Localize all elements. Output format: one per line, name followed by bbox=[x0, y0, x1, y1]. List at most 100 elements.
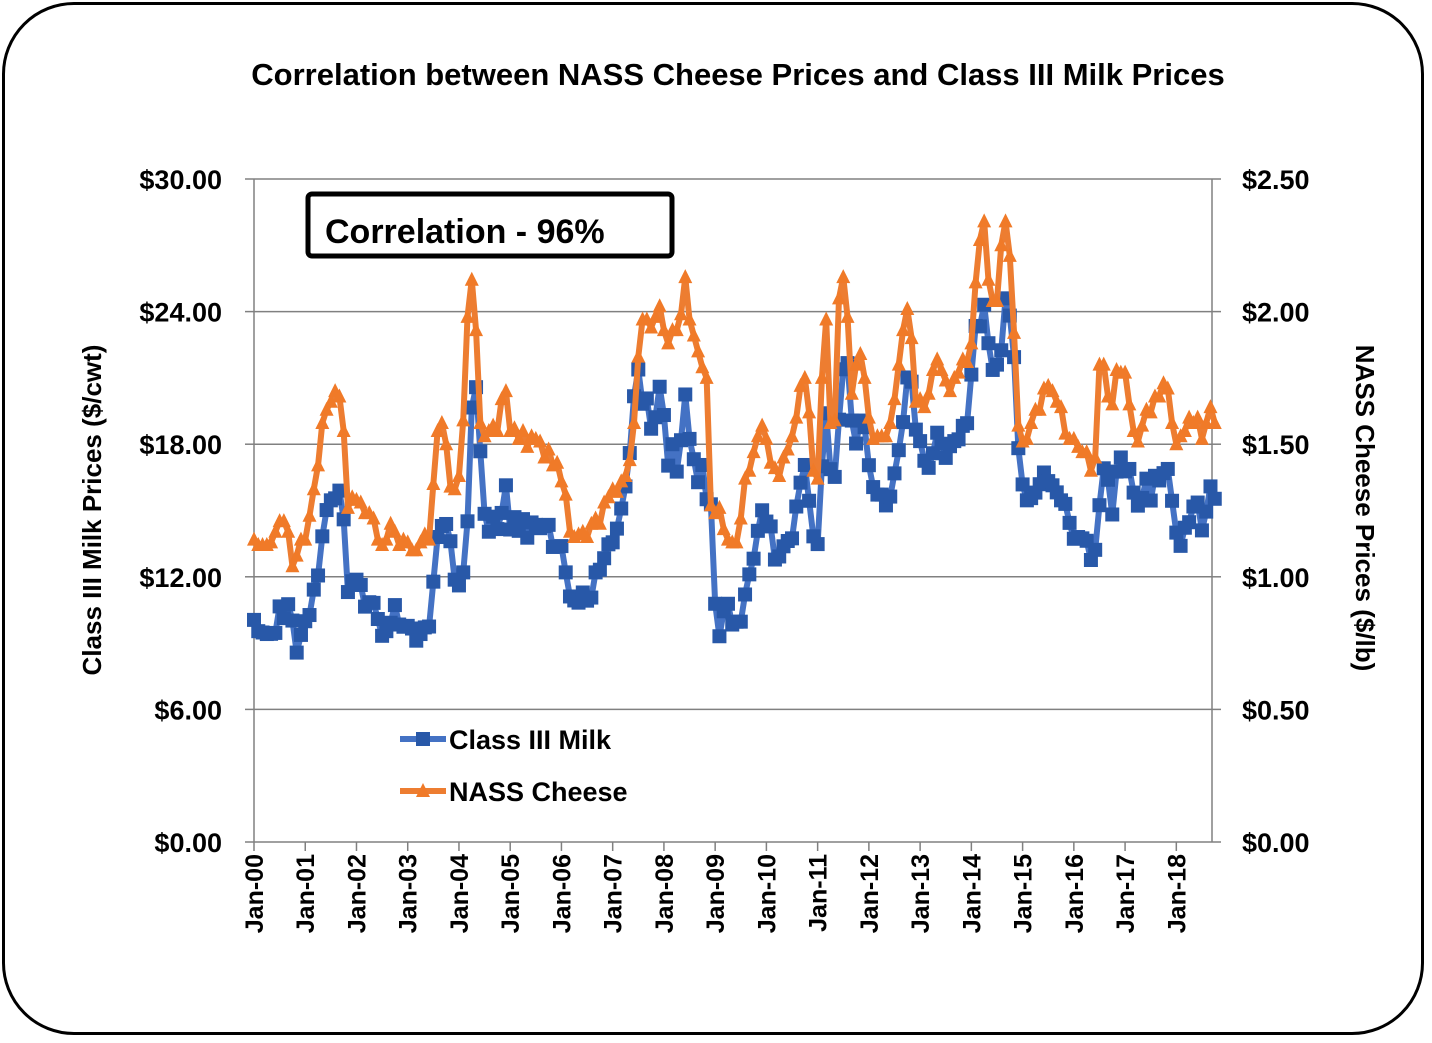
data-point-triangle bbox=[387, 523, 402, 538]
x-tick-label: Jan-16 bbox=[1061, 854, 1089, 933]
data-point-triangle bbox=[618, 468, 633, 483]
y-axis-right-title: NASS Cheese Prices ($/lb) bbox=[1350, 345, 1380, 672]
data-point-square bbox=[891, 443, 906, 458]
data-point-triangle bbox=[738, 470, 753, 485]
legend-square-marker bbox=[416, 732, 430, 746]
data-point-square bbox=[691, 475, 706, 490]
x-tick-label: Jan-00 bbox=[241, 854, 269, 933]
data-point-triangle bbox=[1152, 388, 1167, 403]
data-point-square bbox=[733, 614, 748, 629]
data-point-triangle bbox=[558, 486, 573, 501]
x-tick-label: Jan-17 bbox=[1112, 854, 1140, 933]
data-point-square bbox=[285, 613, 300, 628]
data-point-triangle bbox=[964, 335, 979, 350]
data-point-square bbox=[720, 596, 735, 611]
data-point-square bbox=[315, 529, 330, 544]
data-point-square bbox=[494, 505, 509, 520]
data-point-triangle bbox=[968, 274, 983, 289]
correlation-annotation: Correlation - 96% bbox=[305, 191, 675, 259]
data-point-triangle bbox=[789, 409, 804, 424]
data-point-square bbox=[989, 357, 1004, 372]
y-left-tick-label: $12.00 bbox=[139, 563, 222, 593]
data-point-square bbox=[678, 387, 693, 402]
data-point-triangle bbox=[712, 499, 727, 514]
data-point-square bbox=[802, 493, 817, 508]
data-point-triangle bbox=[1054, 399, 1069, 414]
data-point-triangle bbox=[776, 449, 791, 464]
data-point-triangle bbox=[315, 414, 330, 429]
data-point-triangle bbox=[541, 441, 556, 456]
data-point-triangle bbox=[460, 308, 475, 323]
data-point-square bbox=[763, 519, 778, 534]
axes: $0.00 $0.00 $6.00 $0.50 $12.00 $1.00 $18.00 $1.… bbox=[139, 165, 1309, 933]
data-point-triangle bbox=[276, 513, 291, 528]
y-right-tick-label: $1.00 bbox=[1242, 563, 1310, 593]
data-point-square bbox=[584, 590, 599, 605]
data-point-triangle bbox=[1079, 444, 1094, 459]
series-class-iii-milk bbox=[247, 291, 1222, 660]
data-point-square bbox=[520, 530, 535, 545]
data-point-triangle bbox=[998, 213, 1013, 228]
data-point-triangle bbox=[298, 531, 313, 546]
data-point-square bbox=[558, 565, 573, 580]
data-point-square bbox=[443, 534, 458, 549]
data-point-square bbox=[789, 499, 804, 514]
data-point-triangle bbox=[989, 292, 1004, 307]
y-left-tick-label: $18.00 bbox=[139, 430, 222, 460]
data-point-square bbox=[473, 444, 488, 459]
data-point-square bbox=[793, 475, 808, 490]
y-axis-left-title: Class III Milk Prices ($/cwt) bbox=[77, 345, 107, 676]
data-point-square bbox=[289, 645, 304, 660]
data-point-triangle bbox=[336, 422, 351, 437]
data-point-triangle bbox=[840, 308, 855, 323]
data-point-square bbox=[652, 379, 667, 394]
data-point-square bbox=[883, 489, 898, 504]
data-point-triangle bbox=[1088, 449, 1103, 464]
y-right-tick-label: $2.50 bbox=[1242, 165, 1310, 195]
data-point-triangle bbox=[264, 534, 279, 549]
data-point-triangle bbox=[1122, 396, 1137, 411]
data-point-square bbox=[1207, 491, 1222, 506]
data-point-square bbox=[592, 562, 607, 577]
data-point-square bbox=[281, 597, 296, 612]
data-point-triangle bbox=[904, 330, 919, 345]
data-point-triangle bbox=[742, 462, 757, 477]
data-point-triangle bbox=[648, 308, 663, 323]
data-point-square bbox=[293, 627, 308, 642]
data-point-square bbox=[977, 297, 992, 312]
data-point-triangle bbox=[661, 335, 676, 350]
data-point-triangle bbox=[921, 385, 936, 400]
x-tick-label: Jan-06 bbox=[548, 854, 576, 933]
data-point-triangle bbox=[1207, 414, 1222, 429]
data-point-square bbox=[1165, 493, 1180, 508]
data-point-square bbox=[849, 436, 864, 451]
data-point-square bbox=[669, 464, 684, 479]
data-point-square bbox=[695, 457, 710, 472]
data-point-square bbox=[490, 522, 505, 537]
data-point-square bbox=[712, 629, 727, 644]
data-point-triangle bbox=[1118, 364, 1133, 379]
y-right-tick-label: $0.50 bbox=[1242, 695, 1310, 725]
data-point-square bbox=[387, 598, 402, 613]
data-point-triangle bbox=[533, 433, 548, 448]
data-point-triangle bbox=[772, 468, 787, 483]
data-point-square bbox=[960, 416, 975, 431]
data-point-square bbox=[930, 425, 945, 440]
data-point-triangle bbox=[972, 231, 987, 246]
data-point-triangle bbox=[951, 364, 966, 379]
x-tick-label: Jan-11 bbox=[805, 854, 833, 932]
data-point-triangle bbox=[516, 422, 531, 437]
data-point-square bbox=[861, 458, 876, 473]
data-point-triangle bbox=[1143, 404, 1158, 419]
data-point-triangle bbox=[759, 430, 774, 445]
data-point-square bbox=[639, 391, 654, 406]
data-point-square bbox=[268, 625, 283, 640]
data-point-square bbox=[951, 432, 966, 447]
data-point-square bbox=[1203, 479, 1218, 494]
data-point-triangle bbox=[819, 311, 834, 326]
data-point-triangle bbox=[746, 444, 761, 459]
data-point-square bbox=[1105, 507, 1120, 522]
data-point-triangle bbox=[729, 534, 744, 549]
data-point-triangle bbox=[473, 414, 488, 429]
data-point-triangle bbox=[695, 359, 710, 374]
